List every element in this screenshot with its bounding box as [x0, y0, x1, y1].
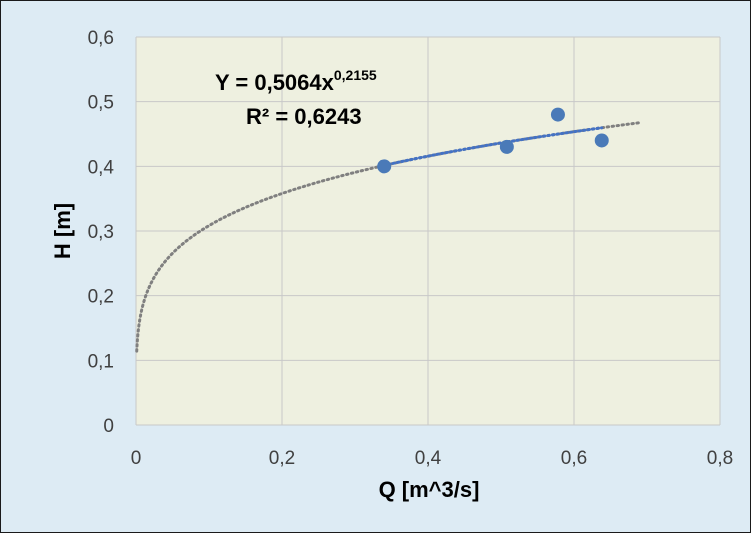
y-tick-label: 0,2: [88, 287, 114, 308]
y-axis-title: H [m]: [50, 203, 75, 259]
x-tick-label: 0,4: [415, 448, 442, 469]
x-tick-label: 0,8: [707, 448, 733, 469]
y-tick-label: 0,5: [88, 93, 114, 114]
x-tick-label: 0,2: [269, 448, 295, 469]
data-point: [377, 159, 392, 174]
r-squared-label: R² = 0,6243: [246, 104, 362, 129]
y-tick-label: 0,1: [88, 351, 114, 372]
y-tick-label: 0,3: [88, 222, 114, 243]
x-tick-label: 0: [131, 448, 142, 469]
trendline-equation: Y = 0,5064x0,2155: [215, 67, 377, 95]
y-tick-label: 0,4: [88, 157, 115, 178]
y-tick-label: 0,6: [88, 28, 114, 49]
y-tick-labels: 0 0,1 0,2 0,3 0,4 0,5 0,6: [88, 28, 115, 437]
data-point: [499, 139, 514, 154]
y-tick-label: 0: [103, 416, 114, 437]
x-tick-labels: 0 0,2 0,4 0,6 0,8: [131, 448, 734, 469]
equation-main: Y = 0,5064x: [215, 70, 335, 95]
gridlines: [135, 36, 721, 426]
data-point: [550, 107, 565, 122]
x-axis-title: Q [m^3/s]: [379, 477, 480, 502]
data-point: [594, 133, 609, 148]
equation-exponent: 0,2155: [334, 67, 377, 83]
x-tick-label: 0,6: [561, 448, 587, 469]
trendline-group: [135, 121, 642, 353]
data-points-group: [377, 107, 609, 174]
series-trendline: [382, 126, 604, 167]
